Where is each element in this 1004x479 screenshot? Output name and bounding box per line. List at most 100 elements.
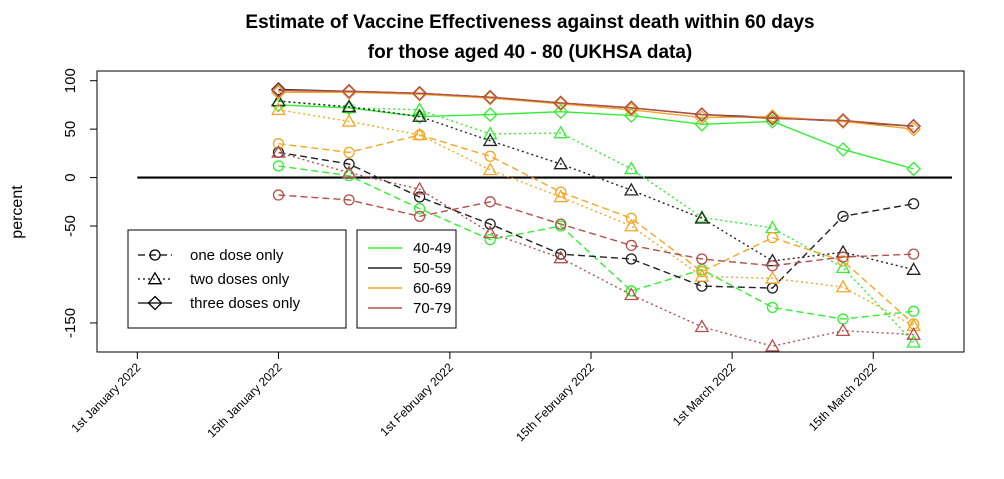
- series-line: [278, 151, 914, 347]
- data-point: [343, 194, 355, 206]
- legend-item-label: 60-69: [413, 280, 451, 297]
- legend-item-label: two doses only: [190, 271, 290, 288]
- data-point: [765, 111, 780, 126]
- x-tick-label: 1st January 2022: [68, 360, 143, 435]
- x-tick-label: 1st February 2022: [377, 360, 456, 439]
- series-60-69-two-doses-only: [271, 102, 921, 332]
- dose-legend-box: [127, 229, 347, 329]
- data-point: [555, 248, 567, 260]
- data-point: [765, 253, 780, 267]
- y-tick-label: 100: [62, 68, 79, 93]
- series-70-79-one-dose-only: [272, 189, 920, 272]
- data-point: [484, 233, 496, 246]
- data-point: [766, 301, 779, 314]
- data-point: [906, 318, 921, 332]
- chart-title-line-1: Estimate of Vaccine Effectiveness agains…: [245, 12, 814, 33]
- data-point: [906, 118, 922, 134]
- y-tick-label: 50: [62, 121, 79, 138]
- series-line: [278, 134, 915, 325]
- data-point: [271, 81, 286, 97]
- data-point: [553, 125, 569, 139]
- data-point: [694, 116, 710, 132]
- data-point: [906, 262, 921, 275]
- data-point: [482, 89, 498, 105]
- data-point: [412, 85, 428, 101]
- data-point: [272, 189, 285, 201]
- data-point: [694, 107, 710, 123]
- data-point: [482, 126, 498, 140]
- data-point: [837, 255, 849, 267]
- data-point: [765, 110, 780, 125]
- data-point: [835, 112, 851, 128]
- data-point: [272, 160, 285, 172]
- data-point: [271, 144, 286, 158]
- data-point: [907, 305, 920, 317]
- chart-title-line-2: for those aged 40 - 80 (UKHSA data): [368, 42, 692, 63]
- data-point: [835, 323, 851, 337]
- series-line: [278, 165, 914, 320]
- x-tick-label: 15th February 2022: [513, 360, 597, 444]
- data-point: [553, 96, 569, 112]
- data-point: [765, 338, 780, 352]
- data-point: [482, 162, 498, 176]
- data-point: [835, 279, 851, 293]
- data-point: [906, 161, 922, 177]
- data-point: [906, 334, 921, 348]
- data-point: [412, 127, 427, 141]
- data-point: [555, 186, 567, 198]
- data-point: [343, 158, 355, 170]
- data-point: [623, 182, 639, 196]
- x-axis: 1st January 2022 15th January 2022 1st Feb…: [68, 351, 880, 444]
- data-point: [906, 326, 921, 340]
- x-tick-label: 1st March 2022: [670, 360, 739, 429]
- data-point: [623, 287, 639, 301]
- data-point: [766, 260, 779, 272]
- legend-item-label: three doses only: [190, 295, 301, 312]
- series-line: [278, 109, 914, 327]
- data-point: [623, 218, 639, 232]
- data-point: [623, 100, 639, 116]
- data-point: [835, 142, 851, 157]
- data-point: [625, 253, 637, 265]
- data-point: [341, 83, 357, 99]
- legend-item-label: 50-59: [413, 260, 451, 277]
- data-point: [412, 181, 427, 195]
- data-point: [272, 138, 285, 150]
- data-point: [907, 248, 920, 260]
- data-point: [271, 102, 286, 116]
- series-line: [278, 100, 914, 271]
- series-70-79-two-doses-only: [271, 144, 921, 352]
- data-point: [413, 202, 426, 215]
- data-point: [341, 99, 357, 113]
- data-point: [482, 225, 498, 239]
- data-point: [694, 268, 710, 282]
- data-point: [553, 189, 569, 203]
- y-axis: 100 50 0 -50 -150: [62, 68, 98, 338]
- data-point: [625, 212, 637, 224]
- data-point: [482, 107, 498, 123]
- series-50-59-two-doses-only: [271, 93, 921, 275]
- series-line: [278, 104, 914, 170]
- data-point: [482, 133, 498, 147]
- data-point: [765, 270, 780, 284]
- legend-triangle-marker: [147, 271, 163, 285]
- y-axis-label: percent: [9, 185, 26, 239]
- data-point: [341, 84, 357, 100]
- series-group: [271, 81, 922, 352]
- age-legend-box: [356, 229, 457, 329]
- legend-circle-marker: [149, 249, 161, 261]
- data-point: [341, 113, 357, 127]
- data-point: [765, 109, 780, 124]
- x-tick-label: 15th March 2022: [806, 360, 880, 434]
- data-point: [696, 253, 708, 265]
- data-point: [625, 285, 637, 297]
- data-point: [413, 191, 426, 203]
- data-point: [484, 218, 496, 230]
- data-point: [271, 82, 286, 98]
- data-point: [835, 113, 851, 129]
- legend-item-label: 70-79: [413, 300, 451, 317]
- data-point: [623, 108, 639, 123]
- series-line: [278, 89, 914, 127]
- data-point: [623, 161, 639, 175]
